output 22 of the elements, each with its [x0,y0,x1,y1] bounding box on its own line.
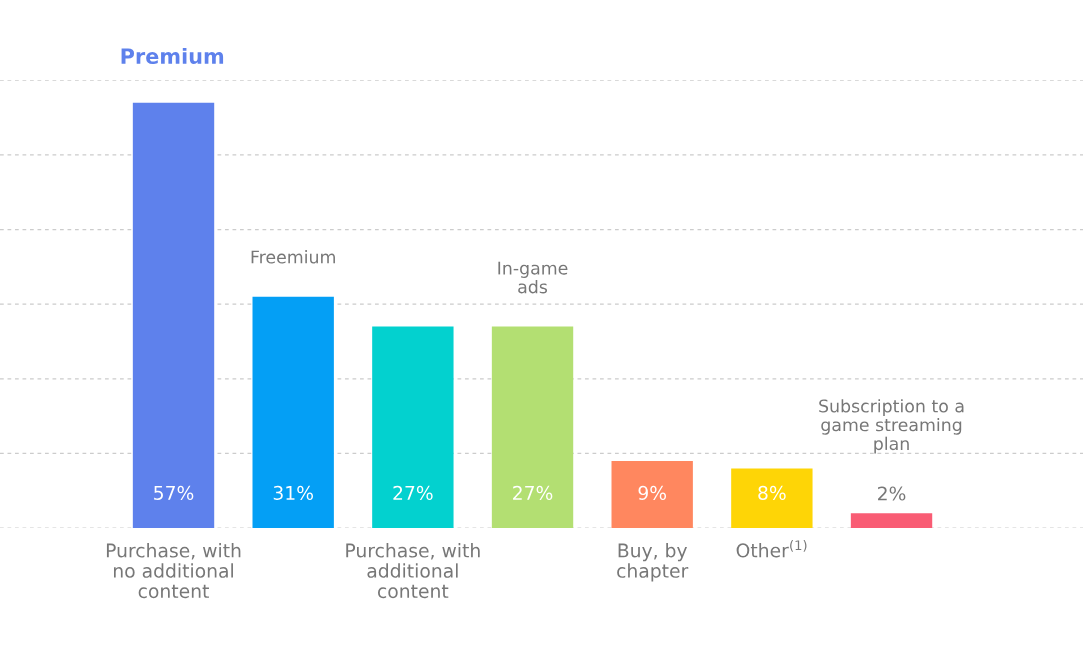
annotation: Freemium [251,250,335,264]
x-tick-label: Purchase, with no additional content [106,543,241,599]
x-tick-label: Purchase, with additional content [346,543,480,599]
annotation: Subscription to a game streaming plan [819,399,964,454]
bar [491,326,574,529]
data-label: 8% [758,485,786,500]
bar [132,102,215,529]
data-label: 31% [273,485,313,500]
data-label: 9% [638,485,667,500]
data-label: 57% [154,485,194,500]
bar [731,468,813,529]
data-label: 27% [393,485,433,500]
text: Premium [121,47,224,65]
bar [372,326,454,529]
x-tick-label: Buy, by chapter [617,543,689,582]
data-label: 2% [878,486,906,501]
bar [252,296,334,529]
data-label: 27% [513,485,553,500]
bar [850,513,933,529]
x-tick-label: Other$^{(1)}$ [736,540,807,558]
annotation: In-game ads [498,261,568,294]
bar [611,460,693,529]
